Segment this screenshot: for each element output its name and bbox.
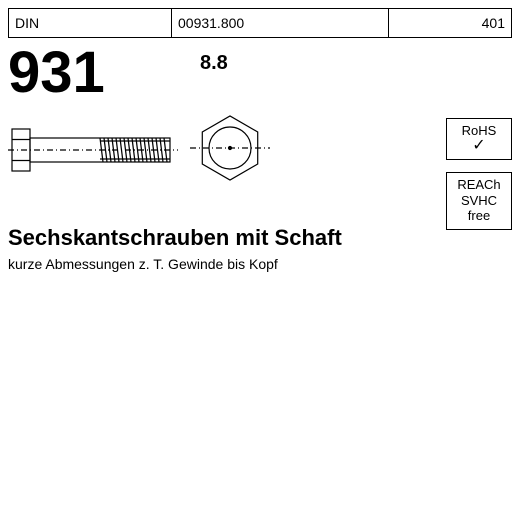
- rohs-badge: RoHS ✓: [446, 118, 512, 160]
- bolt-side-view-drawing: [8, 120, 178, 180]
- reach-line3: free: [449, 208, 509, 224]
- rohs-label: RoHS: [449, 123, 509, 138]
- header-cell-right: 401: [389, 9, 511, 37]
- header-table: DIN 00931.800 401: [8, 8, 512, 38]
- header-code-value: 00931.800: [178, 15, 244, 31]
- standard-number: 931: [8, 44, 105, 102]
- check-icon: ✓: [449, 138, 509, 154]
- header-din-label: DIN: [15, 15, 39, 31]
- hex-front-view-drawing: [190, 108, 270, 188]
- product-subtitle: kurze Abmessungen z. T. Gewinde bis Kopf: [8, 256, 278, 272]
- header-right-value: 401: [482, 15, 505, 31]
- reach-line1: REACh: [449, 177, 509, 193]
- header-cell-code: 00931.800: [172, 9, 389, 37]
- reach-line2: SVHC: [449, 193, 509, 209]
- header-cell-din: DIN: [9, 9, 172, 37]
- product-title: Sechskantschrauben mit Schaft: [8, 225, 342, 251]
- strength-grade: 8.8: [200, 52, 228, 75]
- reach-badge: REACh SVHC free: [446, 172, 512, 230]
